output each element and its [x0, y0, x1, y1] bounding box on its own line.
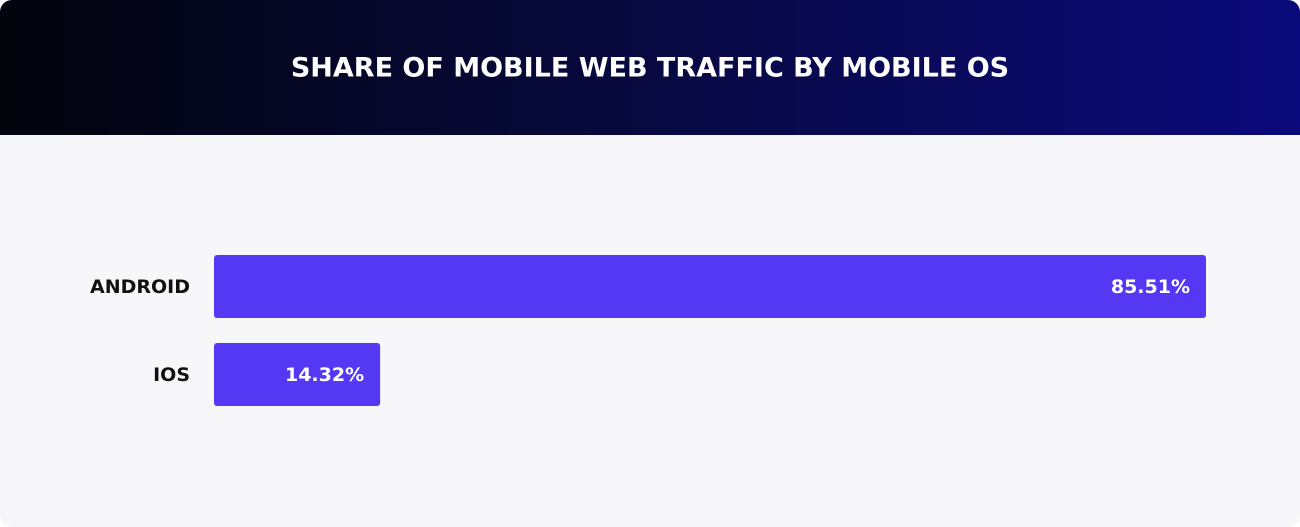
- category-label: IOS: [153, 364, 190, 386]
- header-background: [0, 0, 1300, 135]
- bar: [214, 343, 381, 406]
- category-label: ANDROID: [90, 276, 190, 298]
- value-label: 85.51%: [1111, 276, 1190, 298]
- value-label: 14.32%: [285, 364, 364, 386]
- bar: [214, 255, 1206, 318]
- chart-title: SHARE OF MOBILE WEB TRAFFIC BY MOBILE OS: [291, 53, 1009, 84]
